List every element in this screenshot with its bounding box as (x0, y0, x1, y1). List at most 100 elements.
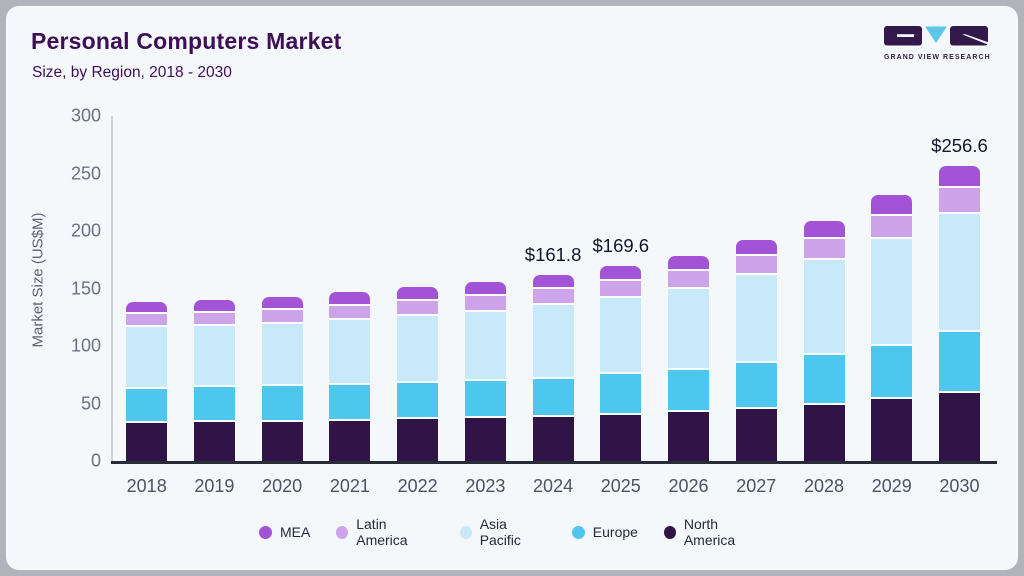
bar-segment-2025-asia-pacific (600, 295, 642, 372)
bar-segment-2029-asia-pacific (871, 237, 913, 344)
legend-swatch-icon (571, 525, 585, 539)
bar-segment-2021-latin-america (329, 303, 371, 319)
bar-segment-2027-asia-pacific (735, 273, 777, 362)
bar-segment-2028-latin-america (803, 237, 845, 258)
bar-segment-2022-north-america (397, 417, 439, 461)
x-axis-label-2030: 2030 (939, 476, 980, 496)
bar-segment-2029-latin-america (871, 213, 913, 238)
x-axis-label-2027: 2027 (736, 476, 777, 496)
bar-segment-2027-mea (735, 239, 777, 255)
bar-segment-2026-mea (668, 255, 710, 270)
grand-view-research-logo: GRAND VIEW RESEARCH (884, 26, 991, 61)
gvr-logo-text: GRAND VIEW RESEARCH (884, 54, 991, 61)
bar-segment-2029-europe (871, 343, 913, 398)
bar-segment-2023-asia-pacific (464, 309, 506, 379)
y-axis-tick-label: 0 (90, 450, 101, 471)
y-axis-tick-label: 100 (70, 335, 101, 356)
legend-label: Asia Pacific (479, 516, 521, 548)
bar-segment-2027-north-america (735, 406, 777, 461)
bar-segment-2030-asia-pacific (938, 211, 980, 331)
bar-segment-2018-mea (126, 301, 168, 313)
x-axis-label-2023: 2023 (465, 476, 506, 496)
bar-segment-2030-europe (938, 330, 980, 391)
bar-segment-2021-asia-pacific (329, 318, 371, 383)
y-axis-tick-label: 250 (70, 163, 101, 183)
legend-item-mea: MEA (259, 524, 310, 540)
bar-2022 (397, 287, 439, 461)
gvr-logo-icon (884, 26, 988, 46)
bar-segment-2025-mea (600, 265, 642, 279)
legend-swatch-icon (663, 525, 676, 539)
bar-segment-2027-latin-america (735, 254, 777, 274)
legend-swatch-icon (259, 525, 272, 539)
bar-2030 (938, 165, 980, 461)
bar-segment-2029-north-america (871, 397, 913, 461)
legend-swatch-icon (336, 525, 349, 539)
bar-2023 (464, 281, 506, 461)
page-title: Personal Computers Market (31, 28, 342, 54)
bar-segment-2024-latin-america (532, 287, 574, 304)
bar-segment-2022-europe (397, 380, 439, 418)
bar-segment-2021-europe (329, 382, 371, 419)
bar-segment-2018-latin-america (126, 312, 168, 326)
y-axis-line (111, 116, 113, 463)
bar-2027 (735, 239, 777, 461)
x-axis-label-2028: 2028 (803, 476, 845, 496)
y-axis-tick-label: 50 (80, 393, 101, 413)
legend-label: MEA (280, 524, 311, 540)
bar-segment-2024-north-america (532, 414, 574, 461)
bar-segment-2026-europe (668, 367, 710, 411)
bar-2021 (329, 292, 371, 461)
bar-segment-2029-mea (871, 195, 913, 214)
bar-segment-2030-north-america (938, 390, 980, 461)
bar-segment-2026-asia-pacific (668, 286, 710, 368)
bar-segment-2022-asia-pacific (397, 314, 439, 381)
bar-segment-2020-europe (261, 384, 303, 420)
bar-segment-2030-mea (938, 165, 980, 187)
bar-segment-2023-europe (464, 378, 506, 417)
bar-2026 (668, 255, 710, 461)
bar-segment-2019-latin-america (193, 310, 235, 325)
bar-segment-2020-asia-pacific (261, 322, 303, 385)
bar-2020 (261, 296, 303, 461)
bar-segment-2028-north-america (803, 403, 845, 461)
bar-segment-2020-latin-america (261, 307, 303, 323)
bar-segment-2023-mea (464, 281, 506, 294)
legend-item-latin-america: Latin America (336, 516, 433, 548)
bar-segment-2018-asia-pacific (126, 325, 168, 387)
bar-segment-2028-asia-pacific (803, 257, 845, 354)
x-axis-label-2021: 2021 (329, 476, 370, 496)
bar-segment-2019-europe (193, 385, 235, 421)
legend-item-europe: Europe (571, 524, 638, 540)
y-axis-tick-label: 200 (70, 220, 101, 241)
bar-2028 (803, 220, 845, 461)
x-axis-label-2020: 2020 (262, 476, 303, 496)
bar-segment-2018-north-america (126, 420, 168, 461)
bar-segment-2028-mea (803, 220, 845, 238)
bar-segment-2021-north-america (329, 418, 371, 461)
legend-label: Latin America (356, 516, 408, 548)
bar-segment-2024-mea (532, 274, 574, 288)
bar-2018 (126, 301, 168, 461)
legend-item-asia-pacific: Asia Pacific (459, 516, 546, 548)
bar-2019 (193, 300, 235, 461)
page-subtitle: Size, by Region, 2018 - 2030 (32, 64, 232, 81)
legend-label: North America (683, 516, 736, 548)
bar-value-label-2025: $169.6 (592, 234, 650, 256)
legend-swatch-icon (459, 525, 472, 539)
bar-segment-2019-mea (193, 300, 235, 311)
bar-segment-2023-latin-america (464, 293, 506, 310)
x-axis-line (111, 461, 997, 464)
bar-segment-2022-mea (397, 287, 439, 299)
bar-segment-2023-north-america (464, 416, 506, 461)
x-axis-label-2026: 2026 (668, 476, 709, 496)
legend-label: Europe (592, 524, 638, 540)
bar-segment-2018-europe (126, 386, 168, 421)
bar-value-label-2024: $161.8 (524, 243, 582, 265)
bar-segment-2027-europe (735, 361, 777, 407)
bar-segment-2024-europe (532, 376, 574, 415)
bar-value-label-2030: $256.6 (931, 134, 988, 156)
bar-segment-2020-mea (261, 296, 303, 308)
bar-segment-2024-asia-pacific (532, 303, 574, 377)
x-axis-label-2029: 2029 (871, 476, 912, 496)
